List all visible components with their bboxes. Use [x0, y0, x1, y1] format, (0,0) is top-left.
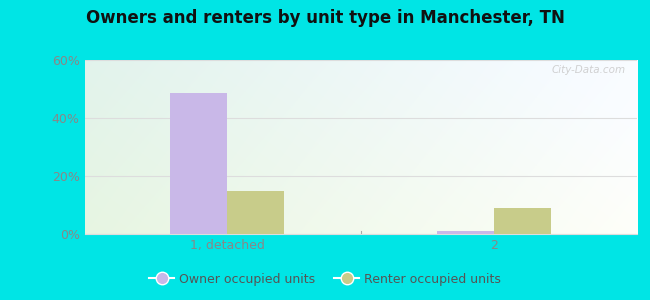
Text: Owners and renters by unit type in Manchester, TN: Owners and renters by unit type in Manch…: [86, 9, 564, 27]
Bar: [495, 208, 551, 234]
Legend: Owner occupied units, Renter occupied units: Owner occupied units, Renter occupied un…: [144, 268, 506, 291]
Bar: [437, 231, 495, 234]
Bar: [170, 93, 227, 234]
Bar: [227, 190, 284, 234]
Text: City-Data.com: City-Data.com: [552, 65, 626, 75]
